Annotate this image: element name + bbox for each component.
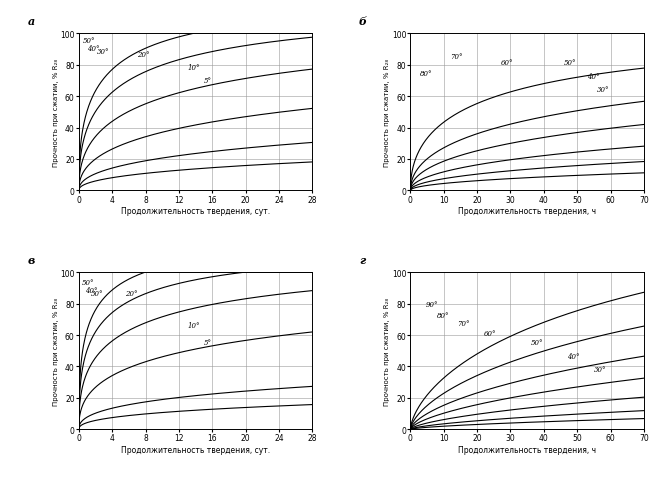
Text: 30°: 30°: [597, 86, 610, 94]
Text: 70°: 70°: [451, 53, 463, 61]
Text: 30°: 30°: [594, 365, 606, 373]
Text: 80°: 80°: [437, 312, 449, 320]
Text: 50°: 50°: [564, 59, 576, 67]
Text: 50°: 50°: [83, 37, 95, 45]
Y-axis label: Прочность при сжатии, % R₂₈: Прочность при сжатии, % R₂₈: [384, 59, 390, 166]
Text: б: б: [359, 16, 367, 27]
Text: 20°: 20°: [125, 290, 137, 298]
Y-axis label: Прочность при сжатии, % R₂₈: Прочность при сжатии, % R₂₈: [53, 297, 58, 405]
X-axis label: Продолжительность твердения, сут.: Продолжительность твердения, сут.: [121, 207, 270, 216]
Text: г: г: [359, 254, 365, 265]
Text: 60°: 60°: [484, 329, 496, 337]
Text: 50°: 50°: [82, 279, 95, 286]
Text: 90°: 90°: [425, 301, 438, 308]
Text: в: в: [28, 254, 35, 265]
Y-axis label: Прочность при сжатии, % R₂₈: Прочность при сжатии, % R₂₈: [384, 297, 390, 405]
Y-axis label: Прочность при сжатии, % R₂₈: Прочность при сжатии, % R₂₈: [53, 59, 58, 166]
Text: 30°: 30°: [91, 290, 104, 298]
Text: 50°: 50°: [530, 338, 543, 346]
Text: 40°: 40°: [567, 352, 579, 361]
Text: 80°: 80°: [420, 70, 433, 78]
X-axis label: Продолжительность твердения, ч: Продолжительность твердения, ч: [458, 207, 596, 216]
Text: 60°: 60°: [501, 59, 513, 67]
Text: 40°: 40°: [587, 73, 600, 81]
Text: 40°: 40°: [87, 45, 100, 53]
Text: 40°: 40°: [85, 286, 98, 295]
Text: 5°: 5°: [204, 76, 212, 84]
Text: 10°: 10°: [187, 321, 200, 329]
X-axis label: Продолжительность твердения, сут.: Продолжительность твердения, сут.: [121, 446, 270, 454]
Text: а: а: [28, 16, 35, 27]
X-axis label: Продолжительность твердения, ч: Продолжительность твердения, ч: [458, 446, 596, 454]
Text: 10°: 10°: [187, 64, 200, 72]
Text: 30°: 30°: [97, 48, 110, 56]
Text: 70°: 70°: [457, 320, 470, 327]
Text: 5°: 5°: [204, 338, 212, 346]
Text: 20°: 20°: [137, 51, 150, 59]
